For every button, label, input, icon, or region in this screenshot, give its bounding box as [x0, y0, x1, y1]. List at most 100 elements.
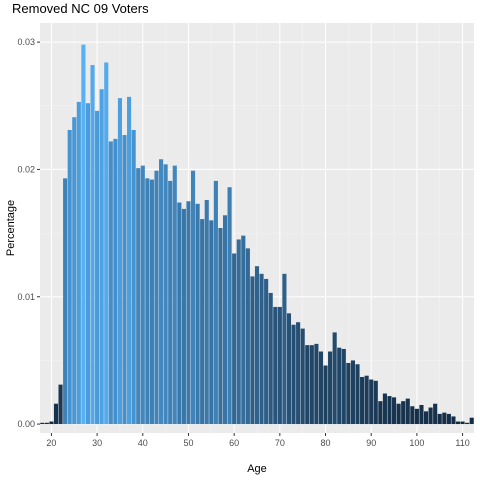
x-tick-label: 30 [92, 438, 102, 448]
bar [286, 313, 292, 425]
bar [392, 397, 397, 425]
bar [346, 362, 351, 425]
bar [241, 235, 246, 425]
bar [309, 345, 314, 425]
bar [423, 411, 429, 425]
bar [437, 413, 442, 425]
bar [159, 159, 164, 425]
bar [419, 404, 424, 425]
bar [373, 380, 378, 425]
bar [378, 401, 383, 425]
bar [250, 276, 255, 425]
x-tick-label: 110 [455, 438, 469, 448]
bar [63, 178, 68, 425]
bar [300, 328, 305, 425]
bar [113, 138, 118, 425]
bar [81, 44, 86, 425]
bar [177, 202, 182, 425]
bar [232, 253, 237, 425]
bar [332, 332, 337, 425]
bar [355, 364, 360, 425]
bar [149, 179, 154, 425]
bar [200, 219, 205, 425]
y-tick-label: 0.02 [17, 164, 35, 174]
bar [227, 187, 232, 425]
y-tick-label: 0.01 [17, 292, 35, 302]
bar [140, 165, 145, 425]
bar [145, 178, 150, 425]
bar [245, 248, 250, 425]
bar [451, 416, 456, 425]
bar [72, 117, 77, 425]
x-axis: 20 30 40 50 60 70 80 90 100 110 [46, 433, 470, 448]
bar [341, 348, 346, 425]
bar [259, 273, 264, 425]
bar [405, 398, 410, 425]
bar [410, 406, 415, 425]
bar [254, 266, 260, 425]
bar [154, 170, 159, 425]
bar [446, 413, 451, 425]
x-tick-label: 90 [366, 438, 376, 448]
bar [428, 407, 433, 425]
bar [296, 322, 301, 425]
bar [40, 422, 45, 425]
bar [282, 273, 287, 425]
x-tick-label: 70 [275, 438, 285, 448]
bar [186, 201, 191, 425]
bars-layer [40, 44, 474, 425]
bar [108, 141, 113, 425]
bar [236, 239, 241, 425]
bar [190, 170, 196, 425]
bar [414, 408, 419, 425]
bar [218, 228, 223, 425]
x-tick-label: 20 [46, 438, 56, 448]
bar [465, 422, 470, 425]
bar [387, 396, 392, 425]
bar [460, 421, 465, 425]
bar [168, 180, 173, 425]
bar [350, 360, 355, 425]
bar [85, 103, 91, 425]
bar [433, 403, 438, 425]
bar [396, 403, 401, 425]
bar [195, 203, 200, 425]
x-tick-label: 60 [229, 438, 239, 448]
bar [401, 401, 406, 425]
x-axis-title: Age [247, 463, 267, 475]
bar [99, 89, 104, 425]
bar [469, 417, 474, 425]
y-axis: 0.00 0.01 0.02 0.03 [17, 37, 40, 429]
bar [136, 168, 141, 425]
bar [58, 384, 63, 425]
chart-title: Removed NC 09 Voters [12, 1, 149, 16]
bar [104, 62, 109, 425]
bar [337, 347, 342, 425]
bar [90, 65, 95, 425]
bar [163, 164, 168, 425]
bar [53, 403, 59, 425]
bar [455, 421, 461, 425]
bar [95, 110, 100, 425]
bar [364, 375, 369, 425]
bar [277, 306, 282, 425]
x-tick-label: 40 [138, 438, 148, 448]
bar [122, 135, 127, 425]
bar [323, 365, 328, 425]
bar [268, 292, 273, 425]
bar [67, 129, 72, 425]
y-tick-label: 0.00 [17, 419, 35, 429]
y-axis-title: Percentage [5, 200, 17, 256]
y-tick-label: 0.03 [17, 37, 35, 47]
bar [369, 379, 374, 425]
bar [213, 180, 218, 425]
bar [204, 199, 209, 425]
bar [222, 215, 228, 425]
bar [442, 412, 447, 425]
bar [328, 351, 333, 425]
bar [314, 343, 319, 425]
bar [209, 220, 214, 425]
bar [131, 129, 136, 425]
x-tick-label: 80 [321, 438, 331, 448]
